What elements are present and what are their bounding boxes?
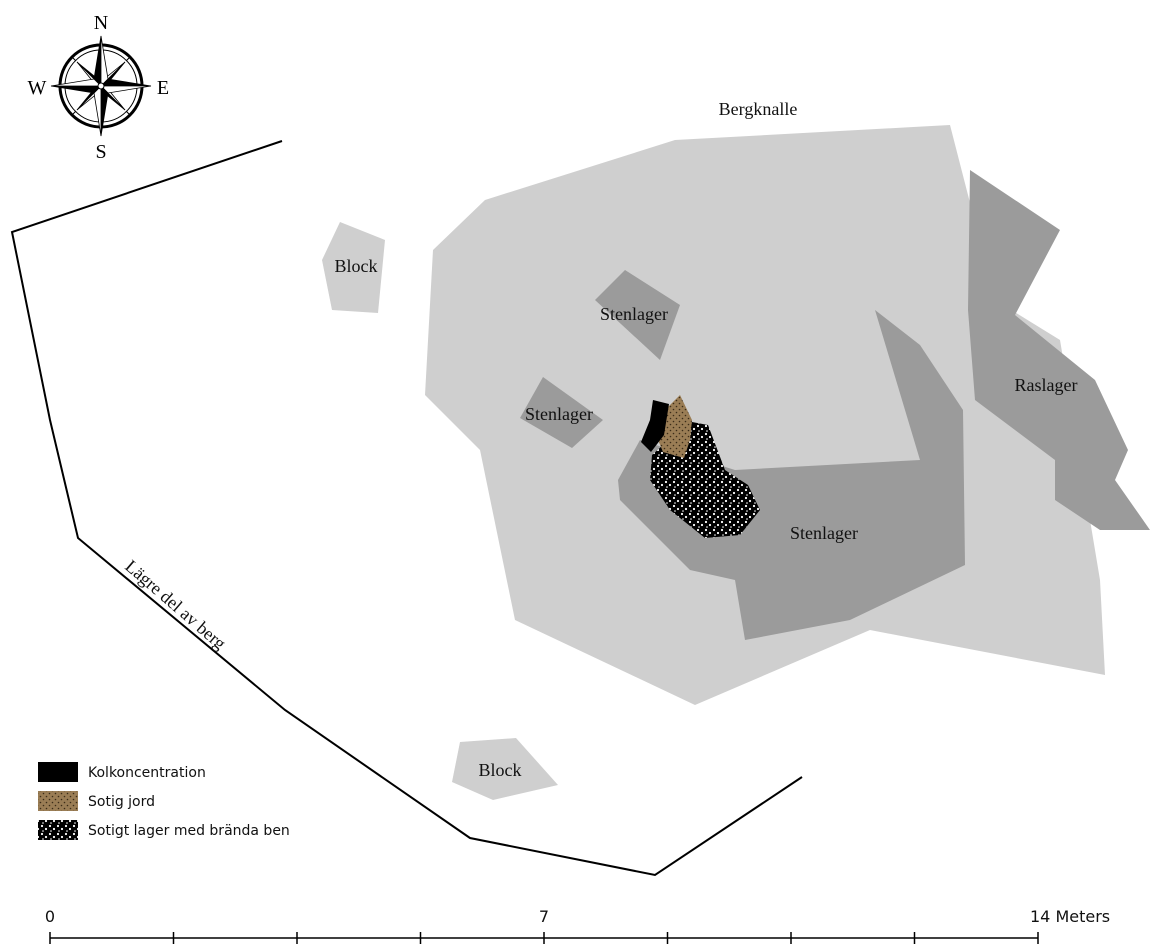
- raslager-label: Raslager: [1015, 375, 1078, 395]
- raslager-area: [968, 170, 1150, 530]
- lagre-del-line: [10, 140, 803, 877]
- stenlager-left-area: [520, 377, 603, 448]
- scale-label-14: 14 Meters: [1030, 907, 1110, 926]
- black-fill-icon: [38, 762, 78, 782]
- legend-item-sotigt-lager: Sotigt lager med brända ben: [88, 823, 290, 839]
- black-white-dotted-fill-icon: [38, 820, 78, 840]
- lagre-del-label: Lägre del av berg: [121, 556, 230, 654]
- block-bottom-area: [452, 738, 558, 800]
- block-top-label: Block: [335, 256, 378, 276]
- compass-w-label: W: [28, 77, 47, 99]
- kolkoncentration-feature: [641, 400, 669, 452]
- compass-n-label: N: [94, 12, 108, 34]
- stenlager-main-label: Stenlager: [790, 523, 858, 543]
- stenlager-left-label: Stenlager: [525, 404, 593, 424]
- scale-label-0: 0: [45, 907, 55, 926]
- stenlager-top-label: Stenlager: [600, 304, 668, 324]
- legend-item-sotig-jord: Sotig jord: [88, 794, 155, 810]
- scale-label-7: 7: [539, 907, 549, 926]
- legend: Kolkoncentration Sotig jord Sotigt lager…: [38, 762, 290, 840]
- scale-bar-ticks: [49, 932, 1039, 944]
- compass-rose: [50, 35, 152, 137]
- brown-dotted-fill-icon: [38, 791, 78, 811]
- block-bottom-label: Block: [479, 760, 522, 780]
- stenlager-main-area: [618, 310, 965, 640]
- stenlager-top-area: [595, 270, 680, 360]
- compass-s-label: S: [95, 141, 106, 163]
- compass-e-label: E: [157, 77, 169, 99]
- compass-cardinal-points: [50, 35, 152, 137]
- block-top-area: [322, 222, 385, 313]
- scale-bar: 0 7 14 Meters: [45, 907, 1110, 944]
- bergknalle-label: Bergknalle: [719, 99, 798, 119]
- sotig-jord-feature: [654, 395, 692, 458]
- legend-item-kolkoncentration: Kolkoncentration: [88, 765, 206, 781]
